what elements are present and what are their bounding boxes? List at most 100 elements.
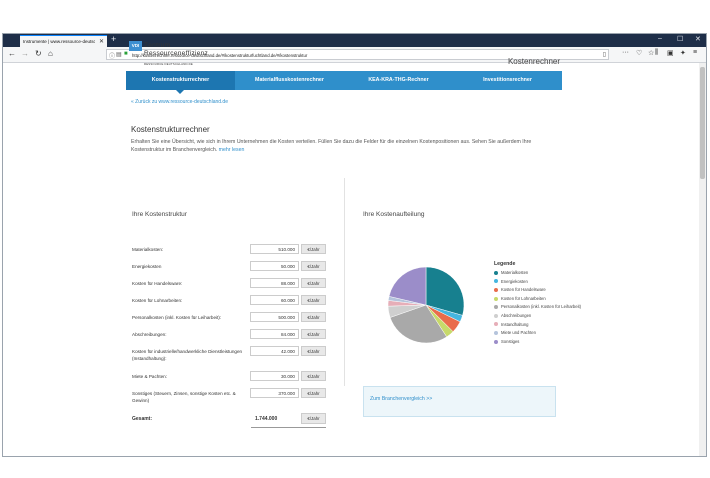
menu-item-investitionsrechner[interactable]: Investitionsrechner [483, 77, 532, 83]
pie-slice-0 [425, 266, 465, 316]
hamburger-menu-icon[interactable]: ≡ [693, 49, 698, 56]
back-link[interactable]: « Zurück zu www.ressource-deutschland.de [131, 99, 228, 105]
industry-comparison-link[interactable]: Zum Branchenvergleich >> [370, 396, 433, 402]
unit-label: €/Jahr [301, 371, 326, 381]
logo-line-2: Ressourceneffizienz [144, 50, 209, 57]
cost-input-handelsware[interactable]: 88.000 [250, 278, 299, 288]
unit-label: €/Jahr [301, 388, 326, 398]
back-arrow-icon[interactable]: ← [8, 49, 16, 58]
cost-input-materialkosten[interactable]: 510.000 [250, 244, 299, 254]
permissions-icon[interactable]: ▤ [116, 52, 122, 58]
legend-label: Miete und Pachten [501, 330, 536, 336]
close-tab-icon[interactable]: ✕ [98, 39, 104, 45]
cost-label: Personalkosten (inkl. Kosten für Leiharb… [132, 315, 222, 320]
menu-item-kea-kra-thg-rechner[interactable]: KEA-KRA-THG-Rechner [368, 77, 429, 83]
legend-label: Kosten für Handelsware [501, 287, 546, 293]
minimize-icon[interactable]: – [658, 35, 662, 42]
cost-input-instandhaltung[interactable]: 42.000 [250, 346, 299, 356]
sidebar-icon[interactable]: ▣ [667, 50, 674, 57]
legend-item: Kosten für Lohnarbeiten [494, 296, 546, 301]
unit-label: €/Jahr [301, 295, 326, 305]
menu-item-kostenstrukturrechner[interactable]: Kostenstrukturrechner [126, 71, 235, 94]
maximize-icon[interactable]: ☐ [677, 36, 684, 43]
browser-window: Instrumente | www.ressource-deutsc ✕ + –… [2, 33, 707, 457]
lock-icon: ■ [124, 51, 128, 57]
logo-line-1: Zentrum [144, 42, 171, 49]
cost-input-personalkosten[interactable]: 500.000 [250, 312, 299, 322]
cost-input-energiekosten[interactable]: 50.000 [250, 261, 299, 271]
close-window-icon[interactable]: ✕ [695, 36, 701, 43]
pie-slice-8 [388, 266, 427, 306]
total-value: 1.744.000 [255, 416, 278, 422]
menu-item-materialflusskostenrechner[interactable]: Materialflusskostenrechner [255, 77, 324, 83]
total-label: Gesamt: [132, 416, 153, 422]
browser-tab[interactable]: Instrumente | www.ressource-deutsc ✕ [20, 35, 107, 47]
unit-label: €/Jahr [301, 261, 326, 271]
legend-item: Instandhaltung [494, 322, 528, 327]
unit-label: €/Jahr [301, 244, 326, 254]
legend-swatch [494, 313, 498, 318]
legend-item: Personalkosten (inkl. Kosten für Leiharb… [494, 304, 581, 309]
legend-item: Kosten für Handelsware [494, 287, 546, 292]
total-unit: €/Jahr [301, 413, 326, 424]
cost-label: Kosten für Handelsware: [132, 281, 183, 286]
pie-slice-4 [389, 304, 448, 344]
url-bar[interactable]: ⓘ ▤ ■ http://kostenrechner.ressource-deu… [106, 49, 609, 60]
legend-label: Personalkosten (inkl. Kosten für Leiharb… [501, 304, 582, 310]
legend-swatch [494, 279, 498, 284]
legend-swatch [494, 339, 498, 344]
unit-label: €/Jahr [301, 329, 326, 339]
reload-icon[interactable]: ↻ [35, 49, 42, 58]
forward-arrow-icon[interactable]: → [21, 49, 29, 58]
scrollbar-thumb[interactable] [700, 67, 705, 179]
cost-label: Kosten für industrielle/handwerkliche Di… [132, 349, 243, 361]
pocket-icon[interactable]: ♡ [636, 50, 643, 57]
intro-text: Erhalten Sie eine Übersicht, wie sich in… [131, 138, 559, 154]
unit-label: €/Jahr [301, 278, 326, 288]
legend-swatch [494, 331, 498, 336]
cost-input-abschreibungen[interactable]: 84.000 [250, 329, 299, 339]
total-underline [251, 427, 326, 428]
double-chevron-left-icon: « [131, 99, 134, 105]
page-actions-icon[interactable]: ··· [622, 49, 629, 56]
legend-label: Kosten für Lohnarbeiten [501, 295, 546, 301]
extension-icon[interactable]: ✦ [680, 50, 686, 57]
cost-input-lohnarbeiten[interactable]: 60.000 [250, 295, 299, 305]
cost-pie-chart [387, 266, 465, 344]
page-title: Kostenstrukturrechner [131, 125, 210, 134]
reader-view-icon[interactable]: ▯ [602, 52, 606, 58]
read-more-link[interactable]: mehr lesen [218, 147, 245, 153]
legend-title: Legende [494, 261, 516, 267]
legend-item: Materialkosten [494, 270, 528, 275]
new-tab-icon[interactable]: + [111, 34, 117, 44]
vdi-logo[interactable]: VDI [129, 41, 142, 51]
legend-item: Miete und Pachten [494, 330, 536, 335]
cost-label: Energiekosten [132, 264, 162, 269]
legend-item: Sonstiges [494, 339, 519, 344]
tab-bar: Instrumente | www.ressource-deutsc ✕ + –… [3, 34, 706, 47]
legend-item: Abschreibungen [494, 313, 531, 318]
back-link-label: Zurück zu www.ressource-deutschland.de [135, 99, 228, 105]
legend-swatch [494, 305, 498, 310]
column-divider [344, 178, 345, 386]
legend-label: Sonstiges [501, 338, 520, 344]
cost-label: Sonstiges (Steuern, Zinsen, sonstige Kos… [132, 391, 236, 403]
home-icon[interactable]: ⌂ [48, 49, 53, 58]
legend-item: Energiekosten [494, 279, 528, 284]
cost-input-miete-pachten[interactable]: 30.000 [250, 371, 299, 381]
cost-label: Abschreibungen: [132, 332, 167, 337]
logo-subline: RESSOURCE DEUTSCHLAND.DE [144, 62, 193, 66]
logo-text[interactable]: Zentrum Ressourceneffizienz [144, 42, 208, 58]
bookmark-star-icon[interactable]: ☆ [648, 50, 655, 57]
cost-input-sonstiges[interactable]: 370.000 [250, 388, 299, 398]
app-title: Kostenrechner [507, 57, 560, 66]
industry-comparison-box: Zum Branchenvergleich >> [363, 386, 556, 417]
info-icon[interactable]: ⓘ [109, 54, 116, 60]
scrollbar[interactable] [699, 63, 706, 456]
legend-label: Energiekosten [501, 278, 528, 284]
library-icon[interactable]: ⫼ [655, 49, 659, 56]
tab-title: Instrumente | www.ressource-deutsc [23, 39, 95, 44]
left-heading: Ihre Kostenstruktur [132, 211, 187, 218]
cost-label: Kosten für Lohnarbeiten: [132, 298, 183, 303]
url-text: http://kostenrechner.ressource-deutschla… [132, 52, 308, 58]
